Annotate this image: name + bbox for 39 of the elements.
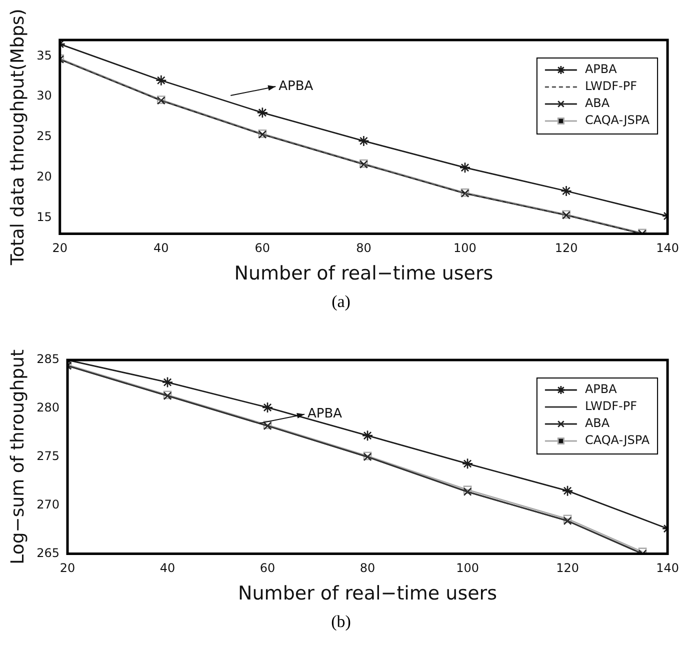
x-tick-label: 80 (360, 561, 376, 576)
x-tick-label: 140 (656, 241, 679, 256)
x-tick-label: 40 (154, 241, 169, 256)
y-tick-label: 30 (36, 88, 52, 103)
legend-label: ABA (584, 416, 610, 430)
x-tick-label: 120 (556, 561, 579, 576)
legend-label: LWDF-PF (584, 399, 638, 414)
legend-label: ABA (584, 96, 610, 110)
annotation: APBA (278, 78, 314, 94)
y-tick-label: 285 (36, 352, 60, 366)
text: (a) (330, 291, 352, 313)
x-tick-label: 60 (260, 561, 276, 576)
y-tick-label: 265 (36, 546, 60, 560)
x-axis-title: Number of real−time users (238, 582, 498, 605)
y-tick-label: 280 (36, 400, 60, 415)
x-axis-title: Number of real−time users (234, 262, 494, 285)
legend-label: CAQA-JSPA (584, 433, 650, 448)
legend-label: APBA (584, 62, 618, 76)
annotation: APBA (308, 406, 342, 422)
x-tick-label: 100 (454, 241, 476, 256)
x-tick-label: 40 (160, 561, 176, 576)
legend-label: APBA (584, 382, 618, 396)
y-axis-title: Log−sum of throughput (7, 349, 28, 564)
x-tick-label: 140 (656, 561, 679, 576)
y-tick-label: 275 (36, 449, 60, 464)
x-tick-label: 80 (356, 241, 372, 256)
y-axis-title: Total data throughput(Mbps) (7, 8, 28, 266)
y-tick-label: 20 (36, 169, 52, 184)
x-tick-label: 100 (456, 561, 479, 576)
x-tick-label: 60 (254, 241, 270, 256)
y-tick-label: 25 (36, 129, 52, 144)
x-tick-label: 20 (60, 561, 76, 576)
text: (b) (330, 611, 352, 633)
y-tick-label: 15 (36, 210, 52, 224)
y-tick-label: 35 (36, 48, 52, 62)
legend-label: CAQA-JSPA (584, 113, 650, 128)
x-tick-label: 120 (554, 241, 578, 256)
legend-label: LWDF-PF (584, 79, 638, 94)
y-tick-label: 270 (36, 497, 60, 512)
